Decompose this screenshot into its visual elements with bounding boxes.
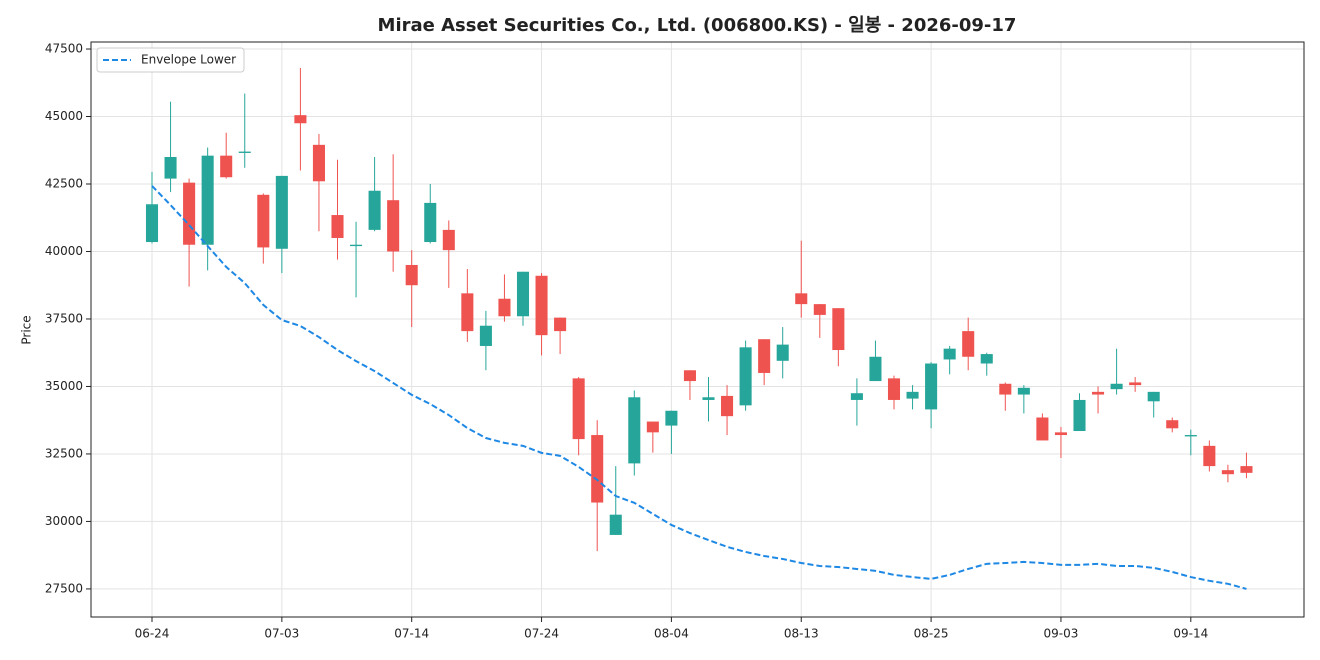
candle-body	[498, 298, 511, 317]
legend-box	[96, 47, 245, 73]
y-tick-label: 30000	[45, 514, 83, 528]
candle-body	[1017, 387, 1030, 395]
candle-body	[887, 378, 901, 400]
x-tick-label: 09-03	[1044, 627, 1079, 641]
grid	[91, 42, 1304, 617]
candle-body	[1054, 432, 1067, 436]
candle-body	[832, 308, 845, 351]
x-tick-label: 09-14	[1173, 627, 1208, 641]
candle-body	[1110, 383, 1123, 390]
x-tick-label: 08-13	[784, 627, 819, 641]
candle-body	[424, 202, 437, 243]
candle-body	[739, 347, 752, 406]
x-tick-label: 07-14	[394, 627, 429, 641]
candle-body	[516, 271, 530, 317]
candle-body	[1073, 399, 1086, 432]
legend: Envelope Lower	[96, 47, 245, 73]
candle-body	[962, 331, 975, 357]
candle-body	[906, 391, 919, 399]
candle-body	[405, 264, 418, 286]
candle-body	[350, 244, 363, 247]
candle-body	[164, 157, 177, 179]
candle-body	[201, 155, 214, 245]
candle-body	[628, 397, 641, 464]
candle-body	[1184, 435, 1197, 437]
candle-body	[925, 363, 938, 410]
candle-body	[646, 421, 659, 433]
candle-body	[702, 397, 715, 400]
x-tick-label: 07-24	[524, 627, 559, 641]
candle-body	[238, 151, 251, 153]
candle-body	[368, 190, 381, 230]
candle-body	[665, 410, 678, 426]
candle-body	[331, 215, 344, 238]
x-tick-label: 08-25	[914, 627, 949, 641]
candle-body	[461, 293, 474, 332]
candle-body	[1240, 466, 1253, 473]
candle-body	[220, 155, 233, 178]
legend-label: Envelope Lower	[141, 53, 236, 67]
candle-body	[275, 175, 288, 249]
y-tick-label: 47500	[45, 42, 83, 56]
y-tick-label: 27500	[45, 581, 83, 595]
y-tick-label: 40000	[45, 244, 83, 258]
candle-body	[479, 325, 492, 346]
candle-body	[609, 514, 622, 535]
chart-title: Mirae Asset Securities Co., Ltd. (006800…	[378, 15, 1017, 36]
candle-body	[554, 317, 567, 332]
candle-body	[294, 115, 307, 124]
candle-body	[850, 393, 863, 400]
y-tick-label: 32500	[45, 446, 83, 460]
candle-body	[1036, 417, 1049, 441]
candle-body	[535, 275, 548, 336]
candle-body	[1203, 445, 1216, 467]
candle-body	[813, 304, 826, 315]
candle-body	[999, 383, 1012, 395]
candle-body	[980, 354, 993, 364]
candle-body	[683, 370, 696, 382]
x-tick-label: 07-03	[264, 627, 299, 641]
y-axis-label: Price	[20, 315, 34, 344]
candle-body	[183, 182, 196, 245]
candle-body	[1092, 391, 1105, 395]
candle-body	[257, 194, 270, 248]
candle-body	[1221, 470, 1234, 475]
line-series	[151, 185, 1247, 590]
x-tick-label: 06-24	[135, 627, 170, 641]
x-tick-label: 08-04	[654, 627, 689, 641]
candle-body	[776, 344, 789, 361]
y-tick-label: 35000	[45, 379, 83, 393]
candle-body	[145, 204, 159, 243]
candle-body	[721, 395, 734, 417]
candle-body	[1147, 391, 1160, 402]
candle-body	[387, 200, 400, 252]
y-tick-label: 45000	[45, 109, 83, 123]
candle-body	[312, 144, 325, 182]
candle-body	[442, 229, 455, 251]
candle-body	[591, 435, 604, 503]
candle-body	[1129, 382, 1142, 386]
candle-body	[758, 339, 771, 373]
y-tick-label: 42500	[45, 176, 83, 190]
y-tick-label: 37500	[45, 311, 83, 325]
candle-body	[943, 348, 956, 360]
candle-body	[1166, 420, 1179, 429]
candle-body	[572, 378, 585, 440]
candle-body	[795, 293, 808, 305]
plot-frame	[90, 41, 1305, 618]
candle-body	[869, 356, 882, 382]
